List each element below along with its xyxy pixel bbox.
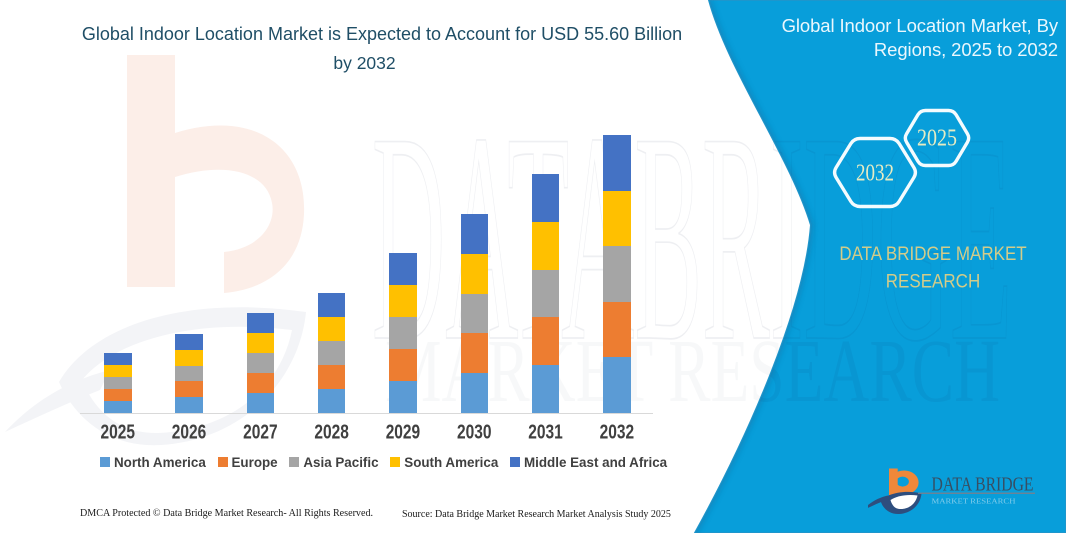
svg-text:MARKET RESEARCH: MARKET RESEARCH	[932, 498, 1016, 506]
svg-text:DATA BRIDGE: DATA BRIDGE	[932, 474, 1034, 496]
svg-text:2025: 2025	[917, 126, 957, 152]
svg-text:2032: 2032	[856, 161, 894, 187]
